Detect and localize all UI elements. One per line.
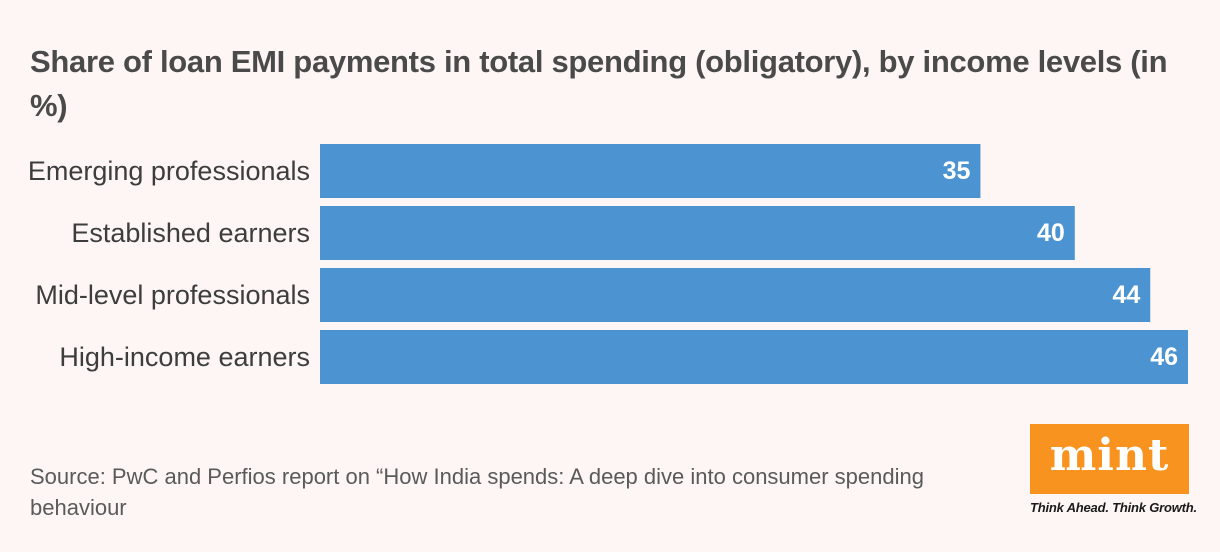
category-label-high-income-earners: High-income earners — [59, 342, 310, 372]
bar-mid-level-professionals — [320, 268, 1151, 322]
chart-title: Share of loan EMI payments in total spen… — [30, 44, 1168, 123]
value-label-emerging-professionals: 35 — [943, 157, 971, 185]
mint-logo-tagline: Think Ahead. Think Growth. — [1030, 500, 1197, 515]
value-label-mid-level-professionals: 44 — [1112, 281, 1140, 309]
bar-high-income-earners — [320, 330, 1188, 384]
bar-established-earners — [320, 206, 1075, 260]
mint-logo-word: mint — [1049, 430, 1170, 481]
value-label-high-income-earners: 46 — [1150, 343, 1178, 371]
category-label-mid-level-professionals: Mid-level professionals — [35, 280, 310, 310]
source-note: Source: PwC and Perfios report on “How I… — [30, 464, 924, 520]
mint-logo-box: mint — [1030, 424, 1189, 494]
bar-emerging-professionals — [320, 144, 981, 198]
category-label-emerging-professionals: Emerging professionals — [28, 156, 310, 186]
category-label-established-earners: Established earners — [71, 218, 310, 248]
mint-logo: mint Think Ahead. Think Growth. — [1030, 424, 1197, 515]
value-label-established-earners: 40 — [1037, 219, 1065, 247]
